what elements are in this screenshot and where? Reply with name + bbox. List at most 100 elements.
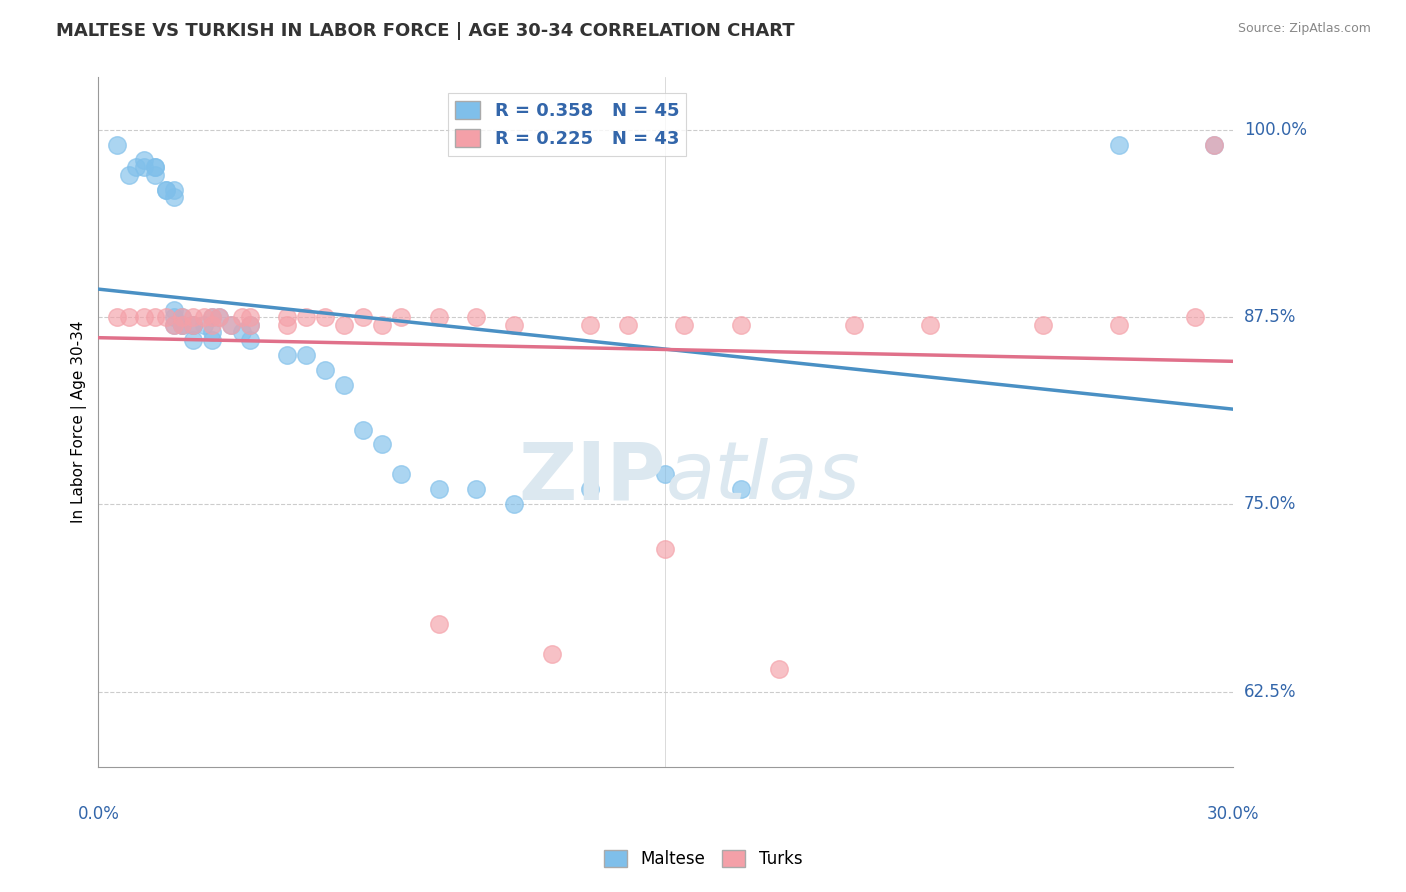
Point	[844, 318, 866, 332]
Point	[616, 318, 638, 332]
Point	[333, 377, 356, 392]
Point	[170, 310, 193, 325]
Point	[132, 153, 155, 167]
Text: 75.0%: 75.0%	[1244, 495, 1296, 514]
Point	[155, 183, 177, 197]
Point	[541, 647, 564, 661]
Point	[132, 161, 155, 175]
Legend: Maltese, Turks: Maltese, Turks	[598, 843, 808, 875]
Point	[219, 318, 242, 332]
Point	[654, 542, 676, 557]
Point	[105, 137, 128, 152]
Y-axis label: In Labor Force | Age 30-34: In Labor Force | Age 30-34	[72, 321, 87, 524]
Point	[352, 423, 374, 437]
Point	[276, 318, 298, 332]
Point	[163, 183, 186, 197]
Point	[170, 318, 193, 332]
Point	[654, 467, 676, 482]
Point	[170, 318, 193, 332]
Point	[276, 310, 298, 325]
Point	[503, 318, 526, 332]
Point	[181, 310, 204, 325]
Point	[1108, 137, 1130, 152]
Point	[201, 310, 224, 325]
Point	[132, 310, 155, 325]
Point	[201, 325, 224, 339]
Point	[673, 318, 696, 332]
Point	[239, 318, 262, 332]
Text: 30.0%: 30.0%	[1206, 805, 1258, 823]
Point	[295, 348, 318, 362]
Point	[239, 333, 262, 347]
Point	[503, 497, 526, 511]
Point	[276, 348, 298, 362]
Point	[143, 161, 166, 175]
Text: ZIP: ZIP	[519, 438, 665, 516]
Point	[143, 168, 166, 182]
Point	[314, 362, 336, 376]
Point	[143, 161, 166, 175]
Text: MALTESE VS TURKISH IN LABOR FORCE | AGE 30-34 CORRELATION CHART: MALTESE VS TURKISH IN LABOR FORCE | AGE …	[56, 22, 794, 40]
Point	[155, 183, 177, 197]
Text: 62.5%: 62.5%	[1244, 682, 1296, 701]
Point	[181, 318, 204, 332]
Point	[730, 318, 752, 332]
Point	[163, 190, 186, 204]
Point	[125, 161, 148, 175]
Text: atlas: atlas	[665, 438, 860, 516]
Point	[231, 310, 253, 325]
Point	[920, 318, 942, 332]
Point	[427, 483, 450, 497]
Point	[371, 318, 394, 332]
Point	[730, 483, 752, 497]
Point	[239, 310, 262, 325]
Point	[105, 310, 128, 325]
Point	[181, 318, 204, 332]
Point	[314, 310, 336, 325]
Point	[768, 662, 790, 676]
Text: 100.0%: 100.0%	[1244, 121, 1306, 139]
Point	[163, 318, 186, 332]
Point	[1202, 137, 1225, 152]
Point	[295, 310, 318, 325]
Point	[239, 318, 262, 332]
Point	[465, 483, 488, 497]
Point	[201, 333, 224, 347]
Point	[201, 318, 224, 332]
Point	[208, 310, 231, 325]
Point	[333, 318, 356, 332]
Point	[143, 310, 166, 325]
Point	[371, 437, 394, 451]
Point	[389, 310, 412, 325]
Point	[1202, 137, 1225, 152]
Point	[201, 310, 224, 325]
Point	[1184, 310, 1206, 325]
Point	[389, 467, 412, 482]
Point	[579, 318, 602, 332]
Point	[465, 310, 488, 325]
Point	[193, 318, 215, 332]
Point	[117, 168, 139, 182]
Point	[352, 310, 374, 325]
Point	[427, 310, 450, 325]
Point	[163, 302, 186, 317]
Point	[208, 310, 231, 325]
Point	[579, 483, 602, 497]
Point	[181, 318, 204, 332]
Legend: R = 0.358   N = 45, R = 0.225   N = 43: R = 0.358 N = 45, R = 0.225 N = 43	[447, 94, 686, 155]
Point	[155, 310, 177, 325]
Point	[219, 318, 242, 332]
Text: 0.0%: 0.0%	[77, 805, 120, 823]
Text: Source: ZipAtlas.com: Source: ZipAtlas.com	[1237, 22, 1371, 36]
Text: 87.5%: 87.5%	[1244, 308, 1296, 326]
Point	[193, 310, 215, 325]
Point	[163, 310, 186, 325]
Point	[163, 318, 186, 332]
Point	[231, 325, 253, 339]
Point	[181, 333, 204, 347]
Point	[170, 318, 193, 332]
Point	[170, 310, 193, 325]
Point	[1108, 318, 1130, 332]
Point	[427, 617, 450, 632]
Point	[1032, 318, 1054, 332]
